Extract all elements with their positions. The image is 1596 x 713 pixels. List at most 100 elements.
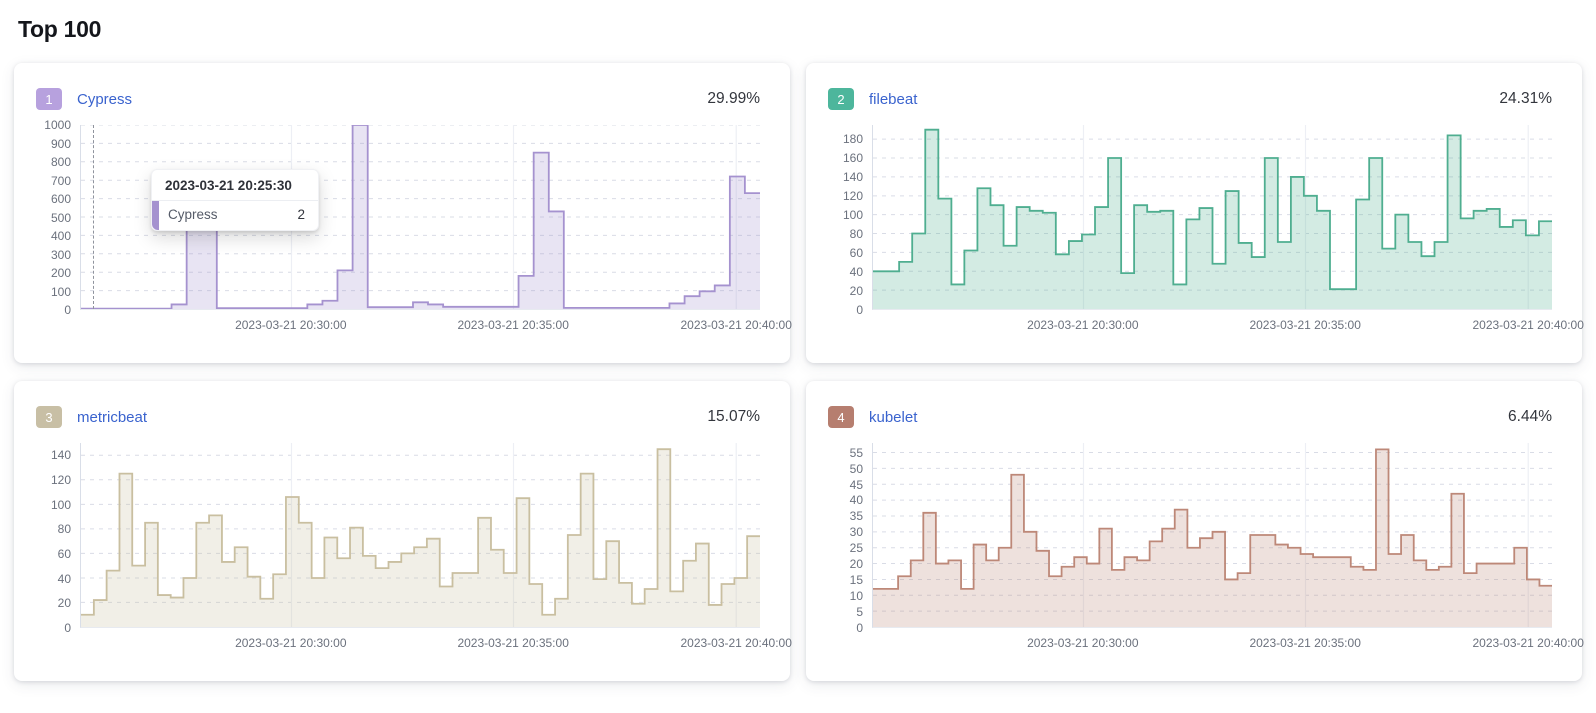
y-axis-tick-label: 1000 (44, 118, 71, 132)
chart-body: 0 5 10 15 20 25 30 35 40 45 50 55 (828, 443, 1552, 634)
y-axis-tick-label: 160 (842, 151, 863, 166)
y-axis-tick-label: 45 (849, 477, 863, 492)
y-axis-tick-label: 600 (50, 192, 71, 206)
y-axis-tick-label: 10 (849, 589, 863, 604)
chart-plot[interactable]: 2023-03-21 20:25:30 Cypress 2 (80, 125, 760, 310)
tooltip-series-swatch (152, 201, 159, 230)
series-name-link[interactable]: Cypress (77, 90, 133, 108)
y-axis-tick-label: 80 (57, 522, 71, 537)
rank-badge: 4 (828, 406, 854, 428)
y-axis-tick-label: 500 (50, 210, 71, 225)
chart-canvas[interactable] (873, 443, 1552, 627)
rank-badge: 2 (828, 88, 854, 110)
y-axis-tick-label: 180 (842, 132, 863, 147)
series-name-link[interactable]: kubelet (869, 408, 918, 426)
y-axis: 0 20 40 60 80 100 120 140 160 180 (828, 125, 872, 316)
y-axis-tick-label: 35 (849, 509, 863, 524)
percent-value: 24.31% (1499, 90, 1552, 107)
percent-value: 29.99% (707, 90, 760, 107)
chart-card-kubelet: 4 kubelet 6.44% 0 5 10 15 20 25 30 35 40 45 50 55 2… (806, 381, 1584, 681)
x-axis-tick-label: 2023-03-21 20:30:00 (235, 636, 347, 650)
rank-badge: 1 (36, 88, 62, 110)
y-axis-tick-label: 30 (849, 525, 863, 540)
tooltip-row: Cypress 2 (152, 200, 318, 230)
chart-body: 0 20 40 60 80 100 120 140 160 180 (828, 125, 1552, 316)
card-header: 2 filebeat 24.31% (828, 87, 1552, 111)
y-axis: 0 20 40 60 80 100 120 140 (36, 443, 80, 634)
chart-plot[interactable] (80, 443, 760, 628)
x-axis-tick-label: 2023-03-21 20:35:00 (457, 636, 569, 650)
y-axis-tick-label: 100 (842, 208, 863, 223)
y-axis-tick-label: 400 (50, 229, 71, 243)
card-header: 3 metricbeat 15.07% (36, 405, 760, 429)
y-axis-tick-label: 20 (849, 557, 863, 572)
x-axis-tick-label: 2023-03-21 20:30:00 (1027, 636, 1139, 650)
chart-body: 0 20 40 60 80 100 120 140 (36, 443, 760, 634)
x-axis: 2023-03-21 20:30:00 2023-03-21 20:35:00 20… (80, 636, 792, 658)
chart-card-metricbeat: 3 metricbeat 15.07% 0 20 40 60 80 100 120 140 2… (14, 381, 792, 681)
area-line (873, 449, 1552, 589)
card-header: 4 kubelet 6.44% (828, 405, 1552, 429)
y-axis-tick-label: 80 (849, 227, 863, 242)
y-axis-tick-label: 15 (849, 573, 863, 588)
percent-value: 15.07% (707, 408, 760, 425)
y-axis-tick-label: 5 (856, 605, 863, 620)
tooltip-series-value: 2 (297, 207, 305, 222)
y-axis-tick-label: 0 (856, 303, 863, 317)
y-axis: 0 100 200 300 400 500 600 700 800 900 1000 (36, 119, 80, 316)
rank-badge: 3 (36, 406, 62, 428)
y-axis-tick-label: 140 (50, 448, 71, 463)
chart-plot[interactable] (872, 125, 1552, 310)
x-axis-tick-label: 2023-03-21 20:40:00 (1472, 318, 1584, 332)
x-axis-tick-label: 2023-03-21 20:30:00 (1027, 318, 1139, 332)
x-axis-tick-label: 2023-03-21 20:40:00 (680, 636, 792, 650)
y-axis-tick-label: 0 (856, 621, 863, 635)
y-axis-tick-label: 20 (849, 284, 863, 298)
x-axis-tick-label: 2023-03-21 20:35:00 (1249, 318, 1361, 332)
area-line (81, 449, 760, 615)
chart-canvas[interactable] (873, 125, 1552, 309)
area-fill (81, 449, 760, 627)
tooltip-timestamp: 2023-03-21 20:25:30 (165, 178, 292, 193)
y-axis-tick-label: 120 (842, 189, 863, 204)
y-axis-tick-label: 300 (50, 247, 71, 262)
y-axis-tick-label: 20 (57, 596, 71, 611)
x-axis-tick-label: 2023-03-21 20:35:00 (457, 318, 569, 332)
y-axis-tick-label: 700 (50, 173, 71, 188)
y-axis-tick-label: 40 (849, 265, 863, 280)
chart-canvas[interactable] (81, 443, 760, 627)
y-axis-tick-label: 100 (50, 497, 71, 512)
y-axis-tick-label: 40 (57, 571, 71, 586)
x-axis: 2023-03-21 20:30:00 2023-03-21 20:35:00 20… (872, 318, 1584, 340)
y-axis-tick-label: 120 (50, 473, 71, 487)
card-header: 1 Cypress 29.99% (36, 87, 760, 111)
hover-cursor-line (93, 125, 94, 309)
y-axis-tick-label: 40 (849, 493, 863, 508)
y-axis-tick-label: 55 (849, 445, 863, 460)
y-axis-tick-label: 60 (849, 246, 863, 261)
x-axis-tick-label: 2023-03-21 20:30:00 (235, 318, 347, 332)
x-axis: 2023-03-21 20:30:00 2023-03-21 20:35:00 20… (80, 318, 792, 340)
y-axis-tick-label: 0 (64, 303, 71, 317)
chart-grid: 1 Cypress 29.99% 0 100 200 300 400 500 600 700 8… (14, 63, 1584, 681)
chart-plot[interactable] (872, 443, 1552, 628)
y-axis-tick-label: 25 (849, 541, 863, 556)
y-axis-tick-label: 140 (842, 170, 863, 185)
series-name-link[interactable]: metricbeat (77, 408, 148, 426)
series-name-link[interactable]: filebeat (869, 90, 918, 108)
percent-value: 6.44% (1508, 408, 1552, 425)
chart-card-cypress: 1 Cypress 29.99% 0 100 200 300 400 500 600 700 8… (14, 63, 792, 363)
y-axis-tick-label: 0 (64, 621, 71, 635)
x-axis-tick-label: 2023-03-21 20:40:00 (1472, 636, 1584, 650)
dashboard-page: Top 100 1 Cypress 29.99% 0 100 200 300 400 50… (14, 16, 1584, 681)
y-axis-tick-label: 60 (57, 547, 71, 561)
x-axis-tick-label: 2023-03-21 20:40:00 (680, 318, 792, 332)
x-axis: 2023-03-21 20:30:00 2023-03-21 20:35:00 20… (872, 636, 1584, 658)
y-axis-tick-label: 100 (50, 284, 71, 299)
chart-card-filebeat: 2 filebeat 24.31% 0 20 40 60 80 100 120 140 160 1… (806, 63, 1584, 363)
chart-body: 0 100 200 300 400 500 600 700 800 900 1000 2023-03… (36, 119, 760, 316)
tooltip-series-name: Cypress (168, 207, 218, 222)
y-axis-tick-label: 200 (50, 266, 71, 280)
chart-tooltip: 2023-03-21 20:25:30 Cypress 2 (151, 169, 319, 231)
y-axis-tick-label: 800 (50, 155, 71, 169)
